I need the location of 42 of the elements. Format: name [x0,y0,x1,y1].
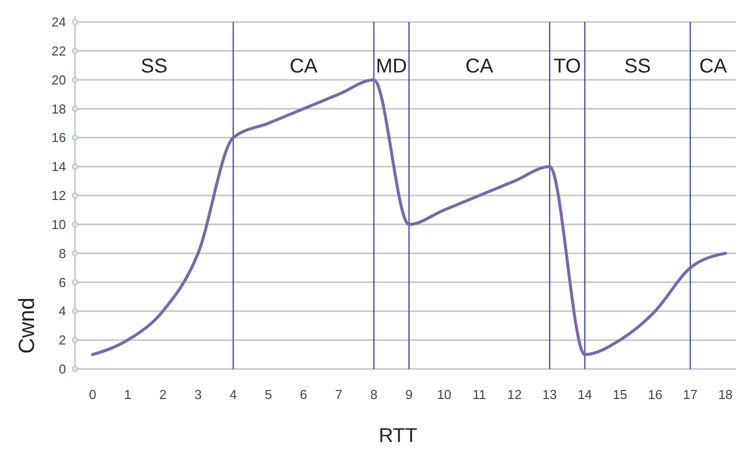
x-tick-label: 8 [370,387,378,402]
y-tick-label: 2 [58,332,66,348]
x-tick-label: 3 [194,387,202,402]
annotation: CA [290,55,318,78]
annotation: CA [465,55,494,78]
y-tick-label: 20 [52,72,66,88]
x-tick-label: 10 [436,387,452,402]
annotation: SS [140,55,168,78]
x-tick-label: 12 [507,387,522,402]
x-tick-label: 16 [648,387,662,402]
x-tick-label: 13 [542,387,557,402]
y-tick-label: 4 [58,304,66,319]
y-tick-label: 0 [58,362,66,377]
x-tick-label: 0 [88,387,96,402]
line-series [91,78,727,356]
annotation: TO [554,55,581,78]
y-tick-label: 6 [58,274,66,290]
x-tick-label: 15 [612,387,628,402]
x-tick-label: 2 [159,387,167,402]
y-tick-label: 12 [52,188,66,204]
x-tick-label: 7 [335,387,342,402]
y-tick-label: 16 [52,130,66,146]
y-tick-label: 18 [52,101,66,116]
y-tick-label: 8 [58,246,66,261]
x-axis-title: RTT [378,425,418,447]
x-tick-label: 14 [578,387,592,402]
annotation: SS [624,55,651,78]
x-tick-label: 18 [718,387,733,402]
x-tick-label: 6 [300,387,308,402]
annotation: MD [376,55,407,78]
x-tick-label: 4 [230,387,237,402]
x-tick-label: 1 [124,387,132,402]
y-tick-label: 10 [52,216,66,232]
x-tick-label: 17 [683,387,698,402]
y-tick-label: 22 [52,43,66,58]
y-axis-title: Cwnd [14,298,39,354]
y-tick-label: 24 [52,14,66,30]
annotation: CA [699,55,728,78]
x-tick-label: 11 [472,387,486,402]
x-tick-label: 5 [264,387,272,402]
y-tick-label: 14 [52,159,66,174]
x-tick-label: 9 [405,387,413,402]
